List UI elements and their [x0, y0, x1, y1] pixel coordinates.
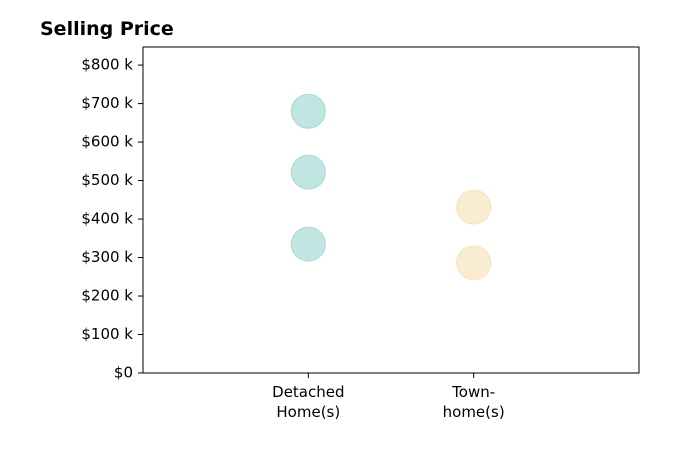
point	[290, 93, 326, 129]
plot-frame	[142, 46, 640, 374]
y-tick-label: $100 k	[81, 325, 133, 343]
y-tick-label: $0	[114, 364, 133, 382]
chart-title: Selling Price	[40, 18, 174, 40]
y-tick-label: $500 k	[81, 171, 133, 189]
point	[456, 245, 492, 281]
point	[456, 189, 492, 225]
y-tick-label: $700 k	[81, 94, 133, 112]
point	[290, 226, 326, 262]
y-tick-label: $400 k	[81, 210, 133, 228]
x-tick-label: Town-home(s)	[443, 383, 505, 421]
y-tick-label: $800 k	[81, 56, 133, 74]
y-tick-label: $200 k	[81, 287, 133, 305]
x-tick-label: Detached Home(s)	[272, 383, 344, 421]
y-tick-label: $300 k	[81, 248, 133, 266]
y-tick-label: $600 k	[81, 133, 133, 151]
point	[290, 154, 326, 190]
